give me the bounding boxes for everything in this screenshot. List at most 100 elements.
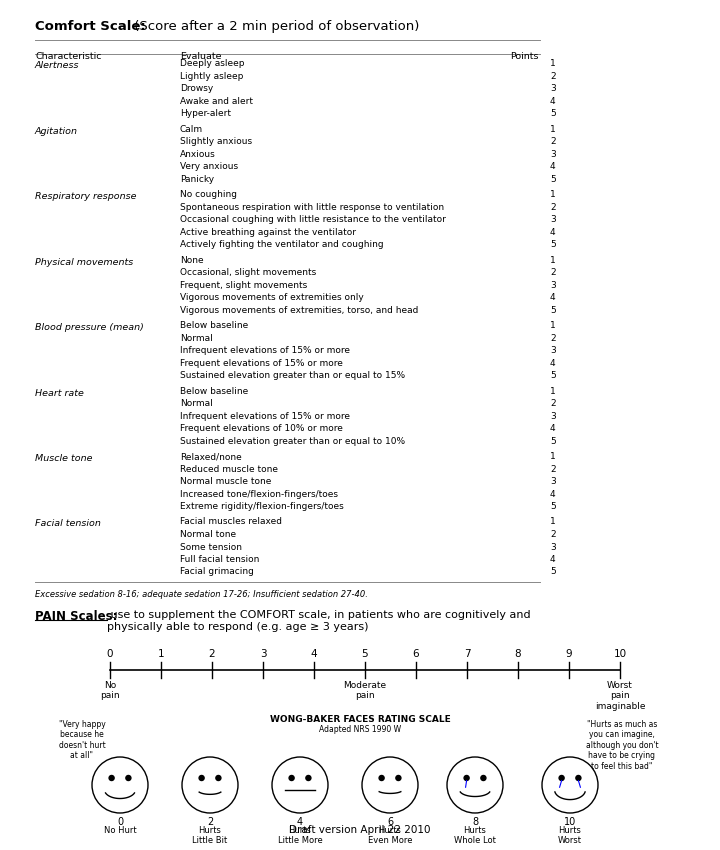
Text: 5: 5: [361, 649, 369, 659]
Text: None: None: [180, 256, 204, 264]
Text: Draft version April 22 2010: Draft version April 22 2010: [289, 825, 431, 835]
Text: 3: 3: [550, 411, 556, 421]
Text: 8: 8: [515, 649, 521, 659]
Text: Full facial tension: Full facial tension: [180, 555, 259, 564]
Text: 1: 1: [550, 190, 556, 199]
Circle shape: [576, 775, 581, 780]
Text: Hurts
Even More: Hurts Even More: [368, 826, 413, 846]
Text: Characteristic: Characteristic: [35, 52, 102, 61]
Text: 6: 6: [387, 817, 393, 827]
Text: Sustained elevation greater than or equal to 15%: Sustained elevation greater than or equa…: [180, 371, 405, 380]
Text: 5: 5: [550, 437, 556, 445]
Text: Vigorous movements of extremities only: Vigorous movements of extremities only: [180, 293, 364, 302]
Text: Frequent, slight movements: Frequent, slight movements: [180, 280, 307, 290]
Text: 0: 0: [117, 817, 123, 827]
Text: Frequent elevations of 10% or more: Frequent elevations of 10% or more: [180, 424, 343, 433]
Text: Infrequent elevations of 15% or more: Infrequent elevations of 15% or more: [180, 346, 350, 355]
Text: Drowsy: Drowsy: [180, 84, 213, 93]
Text: 5: 5: [550, 174, 556, 184]
Text: 2: 2: [550, 333, 556, 343]
Text: Relaxed/none: Relaxed/none: [180, 452, 242, 461]
Text: 1: 1: [158, 649, 164, 659]
Text: Points: Points: [510, 52, 539, 61]
Text: 3: 3: [550, 215, 556, 224]
Text: Alertness: Alertness: [35, 61, 79, 70]
Text: 2: 2: [550, 202, 556, 212]
Text: 5: 5: [550, 109, 556, 118]
Text: 6: 6: [413, 649, 419, 659]
Text: No Hurt: No Hurt: [104, 826, 136, 835]
Text: 4: 4: [550, 359, 556, 367]
Text: Awake and alert: Awake and alert: [180, 97, 253, 105]
Text: Normal tone: Normal tone: [180, 530, 236, 539]
Text: Calm: Calm: [180, 124, 203, 133]
Circle shape: [306, 775, 311, 780]
Text: Facial muscles relaxed: Facial muscles relaxed: [180, 518, 282, 526]
Text: 2: 2: [550, 137, 556, 146]
Text: "Hurts as much as
you can imagine,
although you don't
have to be crying
to feel : "Hurts as much as you can imagine, altho…: [585, 720, 658, 771]
Text: Facial grimacing: Facial grimacing: [180, 568, 254, 576]
Text: Active breathing against the ventilator: Active breathing against the ventilator: [180, 228, 356, 236]
Text: Below baseline: Below baseline: [180, 321, 248, 330]
Text: 10: 10: [613, 649, 626, 659]
Text: Comfort Scale:: Comfort Scale:: [35, 20, 145, 33]
Text: Hurts
Little More: Hurts Little More: [278, 826, 323, 846]
Text: use to supplement the COMFORT scale, in patients who are cognitively and
physica: use to supplement the COMFORT scale, in …: [107, 610, 531, 632]
Text: Spontaneous respiration with little response to ventilation: Spontaneous respiration with little resp…: [180, 202, 444, 212]
Circle shape: [396, 775, 401, 780]
Text: Occasional, slight movements: Occasional, slight movements: [180, 268, 316, 277]
Text: WONG-BAKER FACES RATING SCALE: WONG-BAKER FACES RATING SCALE: [269, 715, 451, 724]
Text: No
pain: No pain: [100, 681, 120, 700]
Circle shape: [199, 775, 204, 780]
Text: 1: 1: [550, 256, 556, 264]
Text: 1: 1: [550, 452, 556, 461]
Text: Anxious: Anxious: [180, 150, 216, 158]
Text: Adapted NRS 1990 W: Adapted NRS 1990 W: [319, 725, 401, 734]
Text: Sustained elevation greater than or equal to 10%: Sustained elevation greater than or equa…: [180, 437, 405, 445]
Text: 2: 2: [550, 530, 556, 539]
Text: Some tension: Some tension: [180, 542, 242, 552]
Circle shape: [126, 775, 131, 780]
Text: 2: 2: [550, 71, 556, 81]
Text: Respiratory response: Respiratory response: [35, 192, 137, 201]
Text: Increased tone/flexion-fingers/toes: Increased tone/flexion-fingers/toes: [180, 490, 338, 498]
Circle shape: [559, 775, 564, 780]
Text: Normal: Normal: [180, 399, 212, 408]
Text: Evaluate: Evaluate: [180, 52, 222, 61]
Text: 4: 4: [550, 490, 556, 498]
Text: 4: 4: [550, 424, 556, 433]
Text: 1: 1: [550, 518, 556, 526]
Text: 3: 3: [260, 649, 266, 659]
Text: 7: 7: [464, 649, 470, 659]
Text: Frequent elevations of 15% or more: Frequent elevations of 15% or more: [180, 359, 343, 367]
Text: Worst
pain
imaginable: Worst pain imaginable: [595, 681, 645, 711]
Text: 5: 5: [550, 371, 556, 380]
Text: 4: 4: [297, 817, 303, 827]
Circle shape: [379, 775, 384, 780]
Text: Lightly asleep: Lightly asleep: [180, 71, 243, 81]
Text: 9: 9: [566, 649, 572, 659]
Text: Hurts
Little Bit: Hurts Little Bit: [192, 826, 228, 846]
Circle shape: [481, 775, 486, 780]
Text: 3: 3: [550, 84, 556, 93]
Text: 4: 4: [550, 555, 556, 564]
Text: Facial tension: Facial tension: [35, 519, 101, 529]
Text: 2: 2: [550, 464, 556, 473]
Circle shape: [289, 775, 294, 780]
Text: Physical movements: Physical movements: [35, 258, 133, 267]
Text: Hyper-alert: Hyper-alert: [180, 109, 231, 118]
Text: 3: 3: [550, 477, 556, 486]
Text: Normal: Normal: [180, 333, 212, 343]
Text: Very anxious: Very anxious: [180, 162, 238, 171]
Text: 4: 4: [550, 228, 556, 236]
Text: No coughing: No coughing: [180, 190, 237, 199]
Text: 1: 1: [550, 59, 556, 68]
Text: 2: 2: [209, 649, 215, 659]
Text: "Very happy
because he
doesn't hurt
at all": "Very happy because he doesn't hurt at a…: [58, 720, 105, 760]
Text: Hurts
Worst: Hurts Worst: [558, 826, 582, 846]
Text: Below baseline: Below baseline: [180, 387, 248, 395]
Text: 0: 0: [107, 649, 113, 659]
Text: 3: 3: [550, 280, 556, 290]
Text: Infrequent elevations of 15% or more: Infrequent elevations of 15% or more: [180, 411, 350, 421]
Text: Heart rate: Heart rate: [35, 388, 84, 398]
